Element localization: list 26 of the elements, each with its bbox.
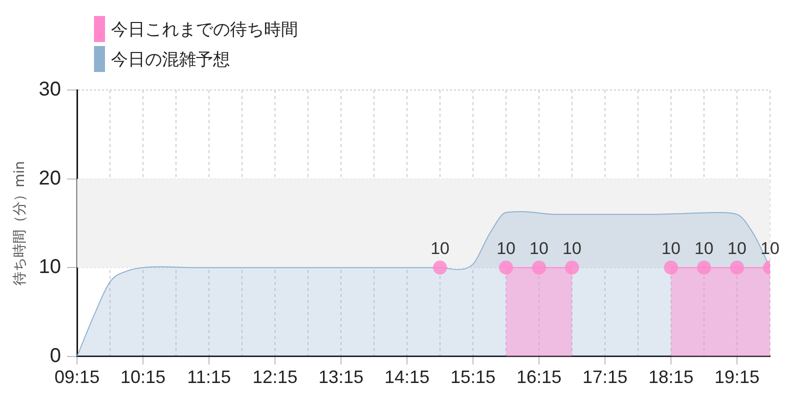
x-tick-label: 12:15 [252,367,298,388]
y-tick-label: 30 [38,78,62,101]
x-tick-label: 19:15 [714,367,760,388]
data-label: 10 [760,238,780,258]
x-tick-label: 10:15 [120,367,166,388]
data-label: 10 [496,238,516,258]
x-tick-label: 13:15 [318,367,364,388]
x-tick-label: 14:15 [384,367,430,388]
data-label: 10 [530,238,548,258]
legend-label: 今日の混雑予想 [111,48,230,70]
data-label: 10 [430,238,450,258]
x-tick-label: 18:15 [648,367,694,388]
data-label: 10 [562,238,582,258]
y-axis-title: 待ち時間（分）min [12,160,28,286]
x-tick-label: 16:15 [516,367,562,388]
x-tick-label: 11:15 [187,367,231,388]
y-tick-label: 10 [38,256,62,278]
x-tick-label: 09:15 [54,367,100,388]
data-label: 10 [728,238,746,258]
data-label: 10 [662,238,680,258]
x-tick-label: 17:15 [582,367,628,388]
legend-label: 今日これまでの待ち時間 [111,18,298,40]
data-label: 10 [694,238,714,258]
x-tick-label: 15:15 [450,367,496,388]
y-tick-label: 0 [50,344,62,367]
y-tick-label: 20 [38,167,62,190]
